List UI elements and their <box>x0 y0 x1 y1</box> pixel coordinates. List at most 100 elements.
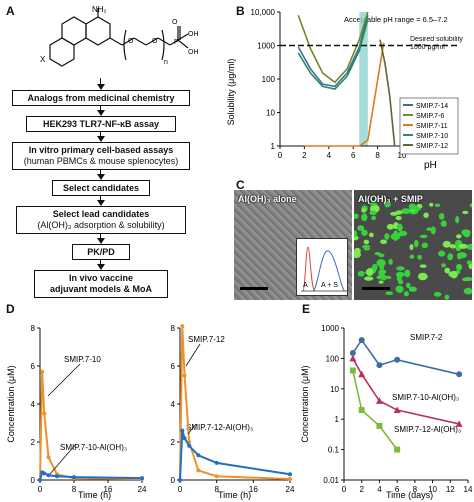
micrograph-right-label: Al(OH)₃ + SMIP <box>358 194 423 204</box>
data-point <box>349 354 357 362</box>
x-tick-label: 6 <box>395 485 400 494</box>
x-tick-label: 6 <box>351 151 356 160</box>
y-tick-label: 4 <box>31 400 36 409</box>
fluorescent-particle <box>354 213 359 219</box>
fluorescent-particle <box>388 258 393 265</box>
x-tick-label: 4 <box>377 485 382 494</box>
fluorescent-particle <box>423 212 429 218</box>
d-left-label-adsorbed: SMIP.7-10-Al(OH)₃ <box>60 443 127 452</box>
fluorescent-particle <box>409 244 414 251</box>
histogram-inset: A A + S <box>296 238 348 296</box>
chart-b-desired-label: Desired solubility 1000 μg/ml <box>410 36 463 51</box>
oh2-label: OH <box>188 49 199 56</box>
flow-arrow-icon <box>97 264 105 270</box>
ph-range-band <box>359 12 368 146</box>
fluorescent-particle <box>354 230 358 238</box>
x-tick-label: 16 <box>249 485 258 494</box>
callout-arrow <box>49 443 77 475</box>
y-tick-label: 4 <box>171 400 176 409</box>
o3-label: O <box>152 38 158 45</box>
y-tick-label: 1 <box>271 142 276 151</box>
flow-arrow-icon <box>97 110 105 116</box>
data-point <box>180 428 185 433</box>
micrograph-aluminum-smip: Al(OH)₃ + SMIP <box>354 190 472 300</box>
y-tick-label: 2 <box>31 438 36 447</box>
data-point <box>40 369 45 374</box>
legend-entry: SMIP.7-11 <box>416 123 448 130</box>
fluorescent-particle <box>444 294 450 300</box>
flow-step-invitro: In vitro primary cell-based assays (huma… <box>12 142 190 170</box>
series-line <box>297 15 369 88</box>
e-label-smip72: SMIP.7-2 <box>410 333 443 342</box>
flow-step-text: Analogs from medicinal chemistry <box>27 92 175 103</box>
e-label-smip712: SMIP.7-12-Al(OH)₃ <box>394 425 461 434</box>
chart-d-xlabel-right: Time (h) <box>218 490 251 500</box>
x-tick-label: 0 <box>178 485 183 494</box>
y-tick-label: 100 <box>262 75 276 84</box>
data-point <box>349 350 356 357</box>
fluorescent-particle <box>363 213 368 220</box>
data-point <box>196 468 201 473</box>
scale-bar <box>362 287 390 290</box>
flow-arrow-icon <box>97 174 105 180</box>
flow-connector <box>100 260 102 266</box>
callout-arrow <box>185 343 201 367</box>
panel-letter-a: A <box>6 4 15 18</box>
p-label: P <box>174 39 179 46</box>
data-point <box>196 453 201 458</box>
panel-letter-e: E <box>302 302 311 316</box>
data-point <box>376 422 383 429</box>
fluorescent-particle <box>361 229 368 236</box>
chart-e-ylabel: Concentration (μM) <box>300 365 310 442</box>
fluorescent-particle <box>421 242 428 249</box>
flow-connector <box>100 170 102 176</box>
oh1-label: OH <box>188 31 199 38</box>
fluorescent-particle <box>378 280 384 284</box>
fluorescent-particle <box>401 208 411 214</box>
x-tick-label: 8 <box>72 485 77 494</box>
fluorescent-particle <box>438 212 445 220</box>
scale-bar <box>240 287 268 290</box>
inset-label-a: A <box>303 282 308 289</box>
series-line <box>297 19 369 90</box>
fluorescent-particle <box>434 203 441 208</box>
fluorescent-particle <box>442 240 451 248</box>
legend-entry: SMIP.7-6 <box>416 113 444 120</box>
fluorescent-particle <box>461 229 471 236</box>
fluorescent-particle <box>417 254 423 260</box>
y-tick-label: 0.1 <box>328 446 340 455</box>
data-point <box>42 411 47 416</box>
data-point <box>349 367 356 374</box>
fluorescent-particle <box>366 268 374 276</box>
fluorescent-particle <box>456 263 463 271</box>
y-tick-label: 8 <box>31 324 36 333</box>
fluorescent-particle <box>444 267 451 274</box>
data-point <box>72 475 76 480</box>
y-tick-label: 10 <box>266 109 275 118</box>
data-point <box>46 473 51 478</box>
fluorescent-particle <box>374 252 381 256</box>
fluorescence-dots <box>354 200 472 300</box>
x-tick-label: 16 <box>104 485 113 494</box>
micrograph-left-label: Al(OH)₃ alone <box>238 194 297 204</box>
data-point <box>455 420 463 427</box>
solubility-chart: Solubility (μg/ml) pH Acceptable pH rang… <box>226 8 463 171</box>
flow-step-analogs: Analogs from medicinal chemistry <box>12 90 190 106</box>
fluorescent-particle <box>361 244 371 249</box>
fluorescent-particle <box>363 239 370 245</box>
n-label: n <box>164 59 168 66</box>
fluorescent-particle <box>449 244 457 249</box>
fluorescent-particle <box>433 292 442 297</box>
fluorescent-particle <box>440 220 447 227</box>
y-tick-label: 0 <box>171 476 176 485</box>
e-label-smip710: SMIP.7-10-Al(OH)₃ <box>392 393 459 402</box>
fluorescent-particle <box>466 260 472 265</box>
series-line <box>352 358 460 425</box>
fluorescent-particle <box>357 270 365 277</box>
data-point <box>358 337 365 344</box>
data-point <box>214 460 219 465</box>
fluorescent-particle <box>429 202 434 207</box>
fluorescent-particle <box>413 239 419 248</box>
series-line <box>352 338 460 376</box>
y-tick-label: 6 <box>31 362 36 371</box>
